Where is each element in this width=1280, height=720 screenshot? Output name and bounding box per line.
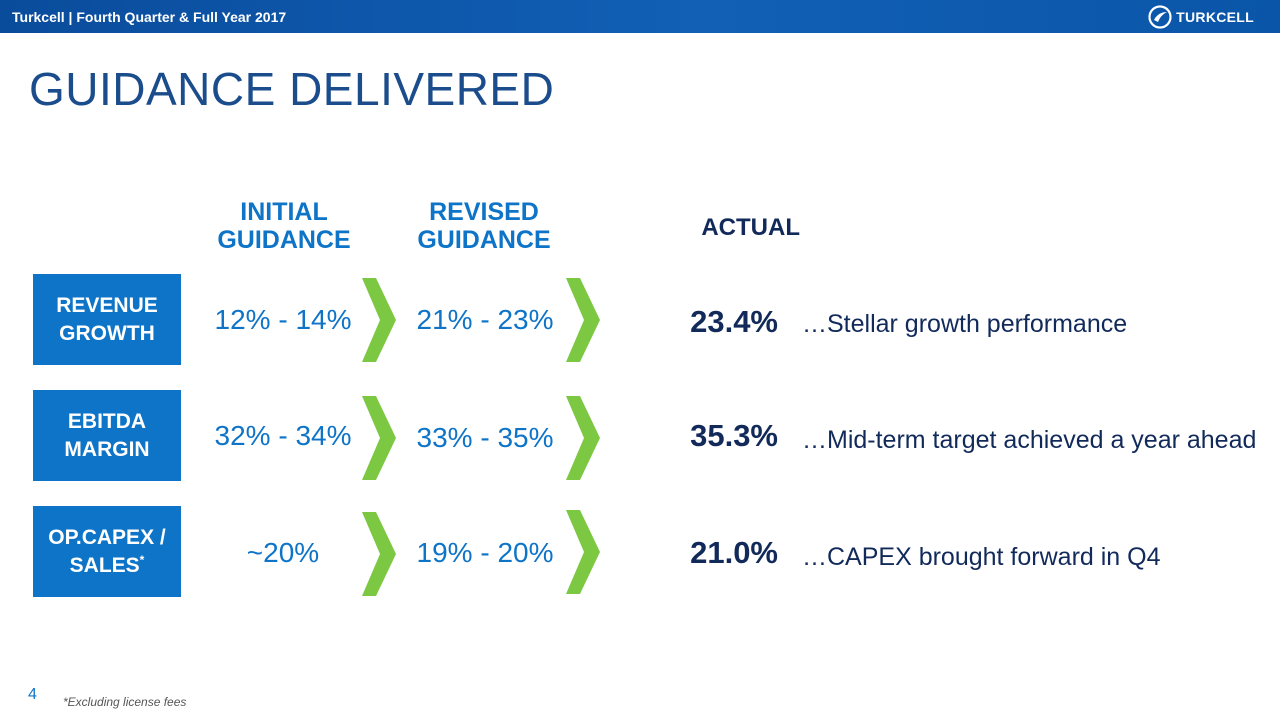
revised-guidance-header: REVISED GUIDANCE: [400, 198, 568, 254]
turkcell-logo: TURKCELL: [1148, 5, 1254, 29]
slide-title: GUIDANCE DELIVERED: [29, 63, 555, 115]
actual-value-ebitda: 35.3%: [690, 418, 778, 453]
turkcell-leaf-icon: [1148, 5, 1172, 29]
initial-value-opcapex: ~20%: [246, 537, 320, 568]
top-bar: Turkcell | Fourth Quarter & Full Year 20…: [0, 0, 1280, 33]
metric-label-line1: OP.CAPEX /: [48, 525, 166, 549]
initial-guidance-header: INITIAL GUIDANCE: [200, 198, 368, 254]
comment-ebitda: …Mid-term target achieved a year ahead: [802, 426, 1257, 454]
chevron-right-icon: [362, 278, 396, 362]
initial-value-revenue: 12% - 14%: [214, 304, 352, 335]
metric-label-line2: MARGIN: [64, 437, 150, 461]
chevron-right-icon: [566, 278, 600, 362]
chevron-right-icon: [566, 510, 600, 594]
initial-header-line2: GUIDANCE: [217, 226, 351, 254]
actual-value-opcapex: 21.0%: [690, 535, 778, 570]
revised-value-ebitda: 33% - 35%: [416, 422, 554, 453]
logo-text: TURKCELL: [1176, 9, 1254, 25]
revised-value-opcapex: 19% - 20%: [416, 537, 554, 568]
metric-label-line1: EBITDA: [67, 409, 147, 433]
comment-revenue: …Stellar growth performance: [802, 310, 1128, 338]
footnote: *Excluding license fees: [63, 695, 187, 709]
presentation-title: Turkcell | Fourth Quarter & Full Year 20…: [12, 9, 287, 25]
initial-header-line1: INITIAL: [240, 198, 328, 226]
chevron-right-icon: [362, 512, 396, 596]
comment-opcapex: …CAPEX brought forward in Q4: [802, 543, 1161, 571]
metric-label-revenue-growth: REVENUE GROWTH: [33, 274, 181, 365]
revised-header-line1: REVISED: [429, 198, 539, 226]
metric-label-ebitda-margin: EBITDA MARGIN: [33, 390, 181, 481]
actual-value-revenue: 23.4%: [690, 304, 778, 339]
chevron-right-icon: [566, 396, 600, 480]
page-number: 4: [28, 686, 37, 703]
revised-value-revenue: 21% - 23%: [416, 304, 554, 335]
metric-label-line1: REVENUE: [56, 293, 158, 317]
revised-header-line2: GUIDANCE: [417, 226, 551, 254]
actual-header: ACTUAL: [701, 214, 800, 241]
metric-label-opcapex-sales: OP.CAPEX / SALES*: [33, 506, 181, 597]
metric-label-line2: SALES*: [69, 552, 145, 577]
initial-value-ebitda: 32% - 34%: [214, 420, 352, 451]
metric-label-line2: GROWTH: [59, 321, 155, 345]
chevron-right-icon: [362, 396, 396, 480]
